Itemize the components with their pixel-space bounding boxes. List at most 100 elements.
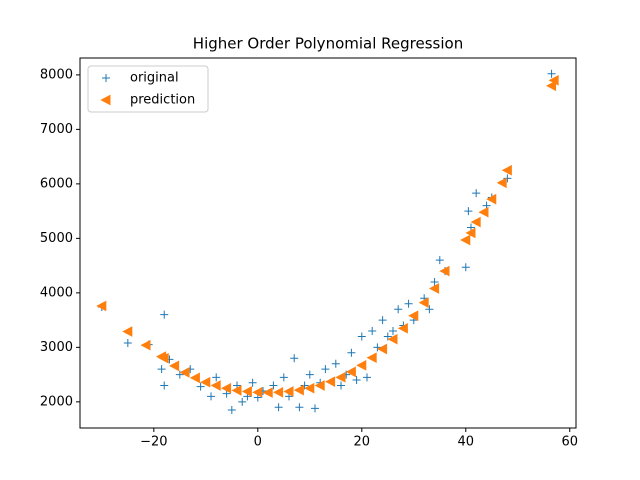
point bbox=[388, 327, 397, 336]
point bbox=[335, 371, 346, 383]
point bbox=[122, 326, 133, 337]
point bbox=[241, 386, 252, 397]
x-tick-label: 20 bbox=[354, 435, 371, 450]
point bbox=[314, 380, 325, 391]
point bbox=[425, 305, 434, 314]
point bbox=[295, 403, 304, 412]
point bbox=[377, 343, 388, 355]
point bbox=[435, 256, 444, 265]
point bbox=[439, 265, 450, 277]
point bbox=[362, 373, 371, 382]
point bbox=[366, 352, 377, 364]
point bbox=[293, 384, 304, 396]
legend-entry: original bbox=[102, 71, 179, 86]
point bbox=[357, 332, 366, 341]
point bbox=[179, 367, 190, 378]
point bbox=[352, 376, 361, 385]
point bbox=[273, 386, 284, 398]
point bbox=[404, 299, 413, 308]
point bbox=[283, 386, 294, 397]
point bbox=[290, 354, 299, 363]
point bbox=[430, 277, 439, 286]
point bbox=[501, 164, 512, 176]
point bbox=[279, 373, 288, 382]
point bbox=[478, 206, 489, 218]
point bbox=[238, 397, 247, 406]
x-tick-label: 60 bbox=[561, 435, 578, 450]
point bbox=[311, 404, 320, 413]
point bbox=[418, 297, 429, 308]
point bbox=[210, 380, 221, 391]
point bbox=[189, 372, 200, 384]
legend-label: prediction bbox=[130, 93, 195, 108]
point bbox=[486, 193, 497, 205]
x-tick-label: 40 bbox=[458, 435, 475, 450]
y-tick-label: 3000 bbox=[40, 340, 73, 355]
point bbox=[196, 382, 205, 391]
legend-marker bbox=[100, 94, 111, 106]
point bbox=[158, 352, 169, 364]
point bbox=[269, 381, 278, 390]
point bbox=[305, 370, 314, 379]
point bbox=[545, 80, 557, 92]
point bbox=[503, 174, 512, 183]
point bbox=[408, 310, 419, 322]
legend-entry: prediction bbox=[100, 93, 195, 108]
point bbox=[373, 343, 382, 352]
point bbox=[321, 365, 330, 374]
plot-frame bbox=[79, 57, 577, 429]
point bbox=[262, 387, 273, 398]
point bbox=[548, 75, 559, 86]
point bbox=[274, 403, 283, 412]
y-tick-label: 4000 bbox=[40, 285, 73, 300]
y-tick-label: 8000 bbox=[40, 67, 73, 82]
point bbox=[140, 339, 151, 351]
x-tick-label: 0 bbox=[254, 435, 262, 450]
point bbox=[160, 381, 169, 390]
point bbox=[387, 333, 398, 345]
point bbox=[429, 283, 440, 294]
point bbox=[347, 348, 356, 357]
point bbox=[465, 227, 476, 239]
point bbox=[169, 360, 180, 372]
point bbox=[547, 69, 556, 78]
point bbox=[200, 376, 211, 388]
point bbox=[248, 378, 257, 387]
point bbox=[227, 406, 236, 415]
point bbox=[331, 359, 340, 368]
y-tick-label: 7000 bbox=[40, 122, 73, 137]
x-tick-label: −20 bbox=[140, 435, 167, 450]
chart-title: Higher Order Polynomial Regression bbox=[193, 35, 463, 53]
legend-box bbox=[87, 65, 209, 113]
point bbox=[252, 386, 263, 398]
y-tick-label: 5000 bbox=[40, 231, 73, 246]
point bbox=[356, 360, 367, 371]
point bbox=[231, 385, 242, 396]
point bbox=[175, 370, 184, 379]
point bbox=[336, 381, 345, 390]
point bbox=[212, 373, 221, 382]
point bbox=[368, 327, 377, 336]
point bbox=[464, 207, 473, 216]
point bbox=[160, 310, 169, 319]
legend-label: original bbox=[130, 71, 179, 86]
point bbox=[397, 322, 408, 334]
point bbox=[123, 338, 132, 347]
y-tick-label: 6000 bbox=[40, 176, 73, 191]
point bbox=[472, 189, 481, 198]
point bbox=[394, 305, 403, 314]
point bbox=[304, 382, 315, 394]
legend-marker bbox=[102, 74, 110, 82]
point bbox=[207, 392, 216, 401]
y-tick-label: 2000 bbox=[40, 394, 73, 409]
point bbox=[157, 365, 166, 374]
point bbox=[470, 216, 481, 228]
point bbox=[325, 376, 336, 388]
point bbox=[345, 366, 356, 378]
point bbox=[221, 382, 232, 394]
point bbox=[378, 316, 387, 325]
point bbox=[496, 177, 507, 189]
point bbox=[460, 234, 471, 246]
point bbox=[461, 263, 470, 272]
